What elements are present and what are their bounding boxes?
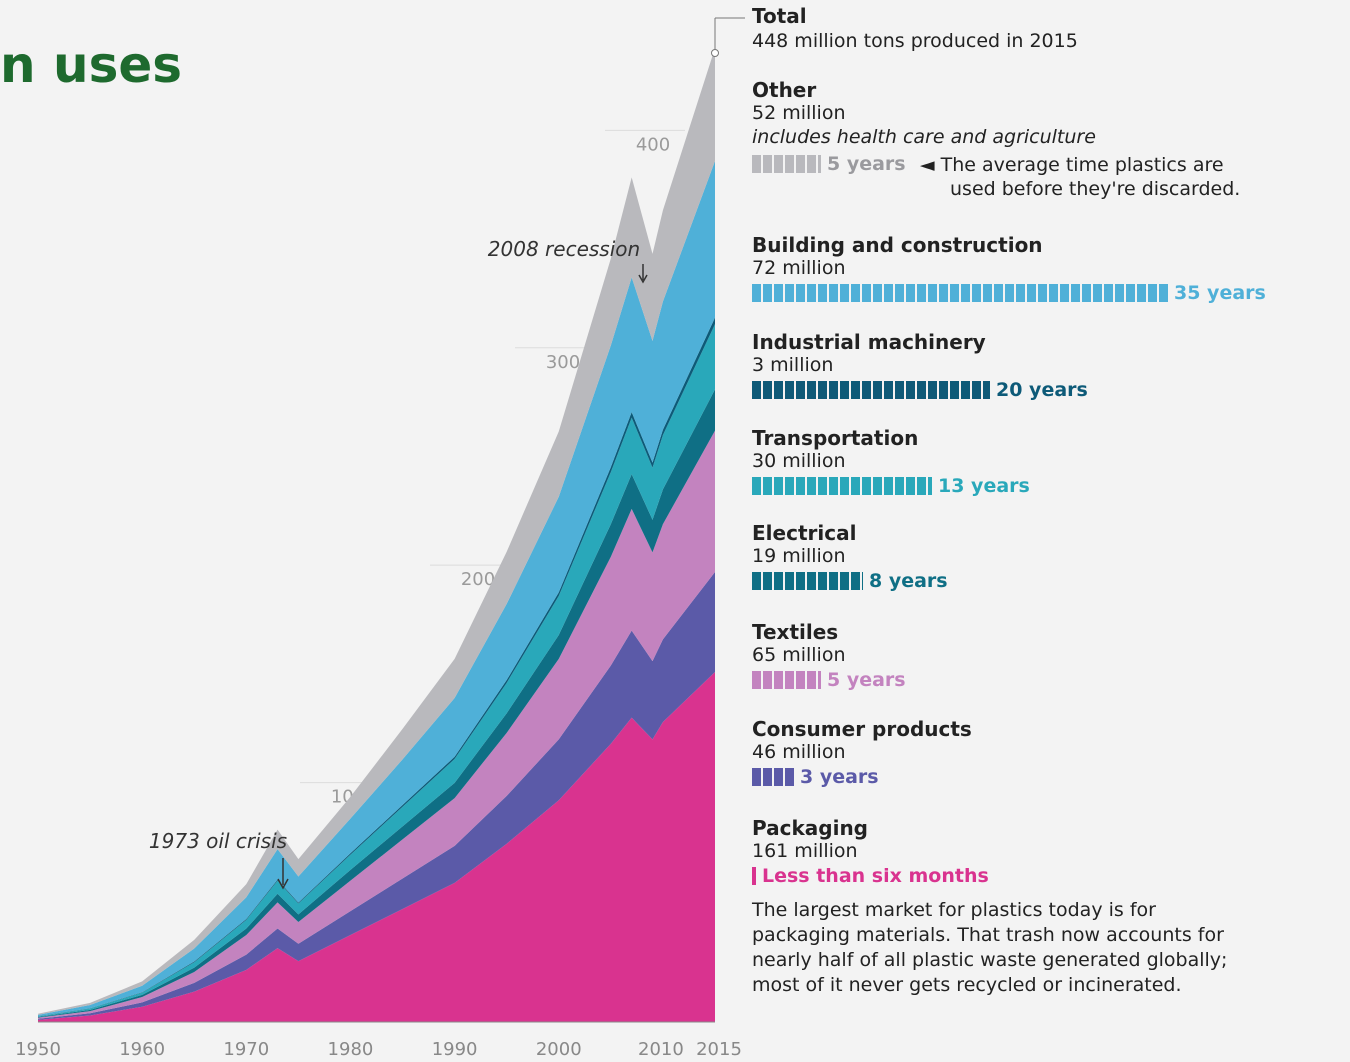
total-marker xyxy=(712,50,719,57)
category-name: Building and construction xyxy=(752,233,1266,257)
lifetime-bar xyxy=(752,768,794,786)
lifetime-row: 8 years xyxy=(752,570,948,592)
category-name: Transportation xyxy=(752,426,1030,450)
lifetime-bar xyxy=(752,155,821,173)
lifetime-row: 3 years xyxy=(752,766,972,788)
lifetime-label: Less than six months xyxy=(762,865,989,887)
total-label: Total 448 million tons produced in 2015 xyxy=(752,4,1078,54)
total-amount: 448 million tons produced in 2015 xyxy=(752,28,1078,54)
lifetime-bar xyxy=(752,284,1168,302)
category-name: Industrial machinery xyxy=(752,330,1088,354)
lifetime-row: 5 years xyxy=(752,669,906,691)
category-amount: 19 million xyxy=(752,545,948,568)
y-tick-label: 300 xyxy=(546,352,580,373)
lifetime-row: 5 years ◄ The average time plastics are us… xyxy=(752,153,1096,175)
category-amount: 161 million xyxy=(752,840,989,863)
category-name: Packaging xyxy=(752,816,989,840)
category-consumer-products: Consumer products 46 million 3 years xyxy=(752,717,972,788)
lifetime-row: 35 years xyxy=(752,282,1266,304)
lifetime-label: 35 years xyxy=(1174,282,1266,304)
category-amount: 30 million xyxy=(752,450,1030,473)
lifetime-row: 20 years xyxy=(752,379,1088,401)
category-note: includes health care and agriculture xyxy=(752,125,1096,149)
category-name: Consumer products xyxy=(752,717,972,741)
x-tick-label: 1960 xyxy=(119,1039,165,1060)
lifetime-label: 5 years xyxy=(827,669,906,691)
lifetime-label: 5 years xyxy=(827,153,906,175)
lifetime-bar xyxy=(752,477,932,495)
category-amount: 3 million xyxy=(752,354,1088,377)
category-name: Electrical xyxy=(752,521,948,545)
x-tick-label: 1970 xyxy=(223,1039,269,1060)
y-tick-label: 400 xyxy=(636,134,670,155)
average-lifetime-note: ◄ The average time plastics are used befo… xyxy=(920,153,1240,201)
category-amount: 72 million xyxy=(752,257,1266,280)
lifetime-label: 3 years xyxy=(800,766,879,788)
category-building-and-construction: Building and construction 72 million 35 ye… xyxy=(752,233,1266,304)
category-industrial-machinery: Industrial machinery 3 million 20 years xyxy=(752,330,1088,401)
x-tick-label: 2015 xyxy=(696,1039,742,1060)
x-tick-label: 1990 xyxy=(432,1039,478,1060)
average-note-line: The average time plastics are xyxy=(941,154,1224,176)
lifetime-row: Less than six months xyxy=(752,865,989,887)
packaging-description: The largest market for plastics today is… xyxy=(752,898,1252,998)
x-tick-label: 1950 xyxy=(15,1039,61,1060)
category-amount: 65 million xyxy=(752,644,906,667)
x-tick-label: 1980 xyxy=(328,1039,374,1060)
category-name: Textiles xyxy=(752,620,906,644)
lifetime-bar xyxy=(752,671,821,689)
average-note-line: used before they're discarded. xyxy=(920,178,1240,200)
category-name: Other xyxy=(752,78,1096,102)
category-electrical: Electrical 19 million 8 years xyxy=(752,521,948,592)
lifetime-bar xyxy=(752,572,863,590)
total-name: Total xyxy=(752,4,1078,28)
lifetime-bar xyxy=(752,867,756,885)
lifetime-label: 20 years xyxy=(996,379,1088,401)
category-amount: 46 million xyxy=(752,741,972,764)
category-textiles: Textiles 65 million 5 years xyxy=(752,620,906,691)
lifetime-label: 8 years xyxy=(869,570,948,592)
annotation-oil-crisis: 1973 oil crisis xyxy=(149,829,287,853)
annotation-recession: 2008 recession xyxy=(488,237,640,261)
x-tick-label: 2000 xyxy=(536,1039,582,1060)
lifetime-label: 13 years xyxy=(938,475,1030,497)
category-other: Other 52 million includes health care and … xyxy=(752,78,1096,175)
lifetime-bar xyxy=(752,381,990,399)
x-tick-label: 2010 xyxy=(638,1039,684,1060)
category-transportation: Transportation 30 million 13 years xyxy=(752,426,1030,497)
category-packaging: Packaging 161 million Less than six months xyxy=(752,816,989,887)
pointer-icon: ◄ xyxy=(920,154,941,176)
category-amount: 52 million xyxy=(752,102,1096,125)
lifetime-row: 13 years xyxy=(752,475,1030,497)
